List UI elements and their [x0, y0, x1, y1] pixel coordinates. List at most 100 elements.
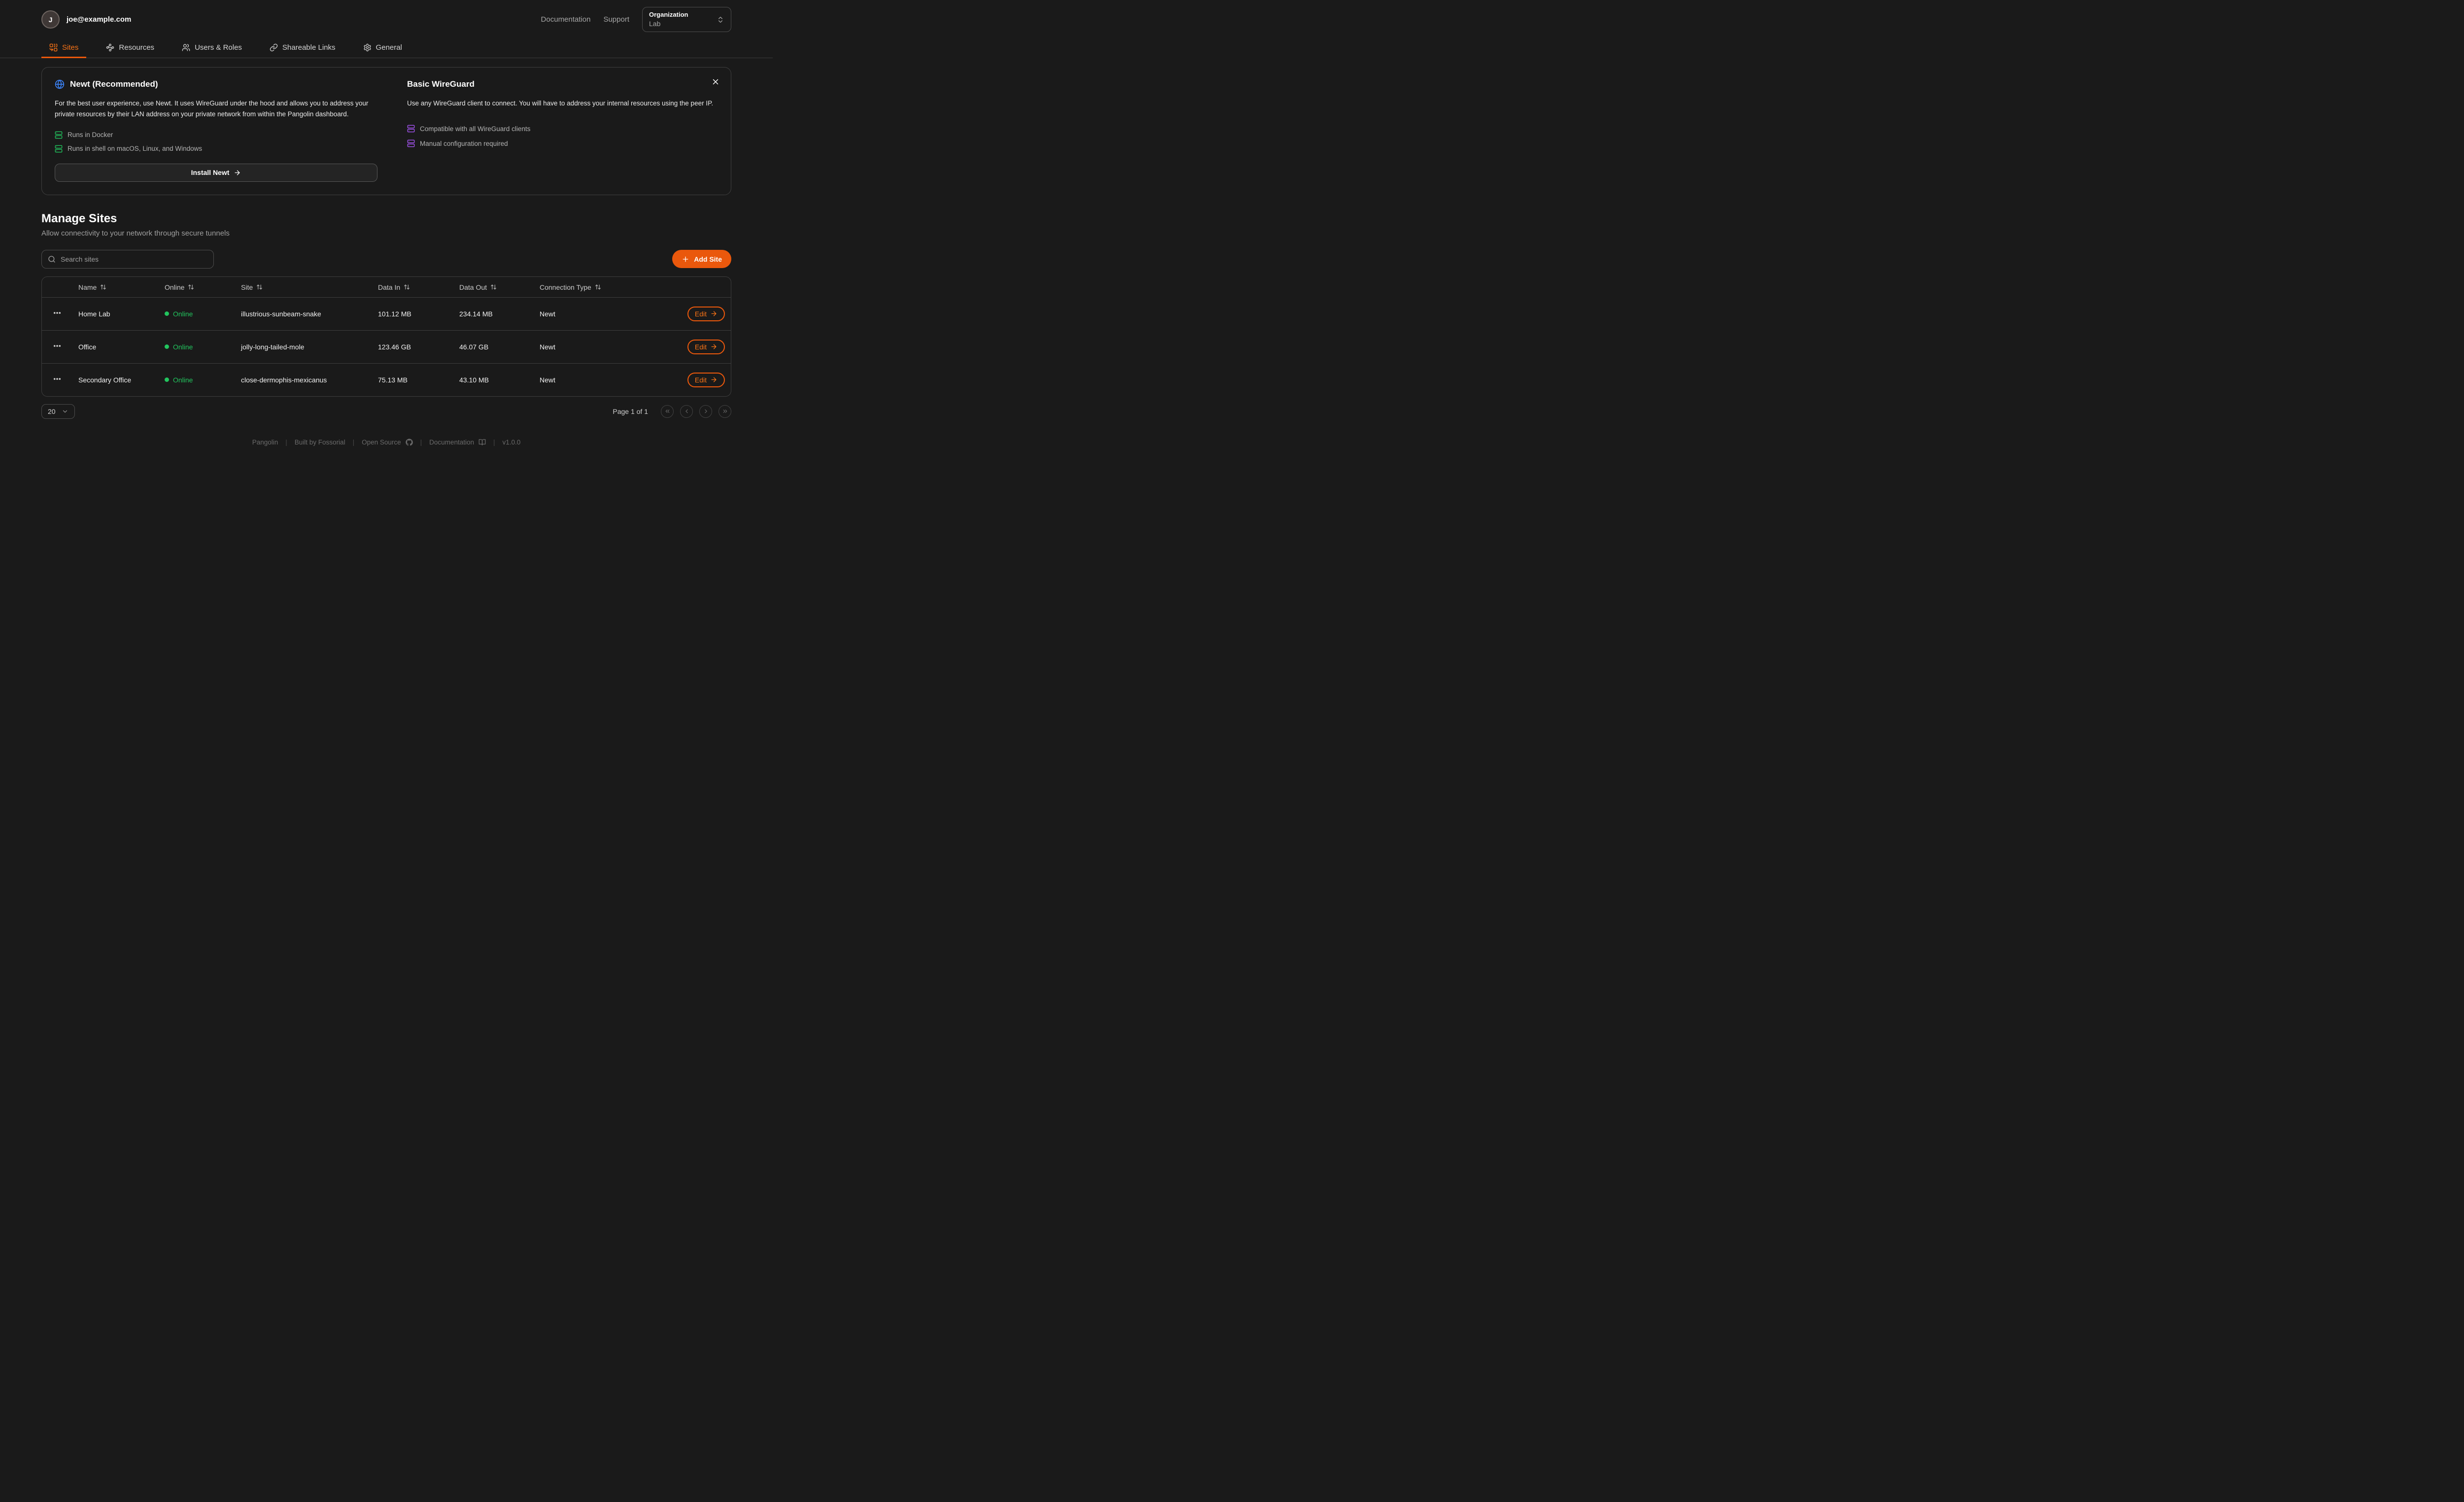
first-page-button[interactable] — [661, 405, 674, 418]
wireguard-features-list: Compatible with all WireGuard clients Man… — [407, 125, 718, 147]
column-header-data-in[interactable]: Data In — [378, 283, 410, 291]
tab-users-roles[interactable]: Users & Roles — [174, 37, 250, 58]
page-subtitle: Allow connectivity to your network throu… — [41, 229, 230, 238]
feature-item: Runs in shell on macOS, Linux, and Windo… — [55, 145, 377, 153]
top-header: J joe@example.com Documentation Support … — [41, 0, 731, 37]
arrow-right-icon — [710, 376, 718, 383]
newt-title-row: Newt (Recommended) — [55, 79, 377, 89]
close-icon — [711, 77, 720, 86]
sites-toolbar: Add Site — [41, 249, 731, 269]
page-title: Manage Sites — [41, 211, 117, 225]
column-header-site[interactable]: Site — [241, 283, 263, 291]
column-header-name[interactable]: Name — [78, 283, 106, 291]
column-header-data-out[interactable]: Data Out — [459, 283, 497, 291]
page-size-select[interactable]: 20 — [41, 404, 75, 419]
row-actions-button[interactable] — [53, 375, 62, 383]
add-site-label: Add Site — [694, 255, 722, 263]
search-box — [41, 249, 214, 269]
chevron-down-icon — [62, 408, 68, 415]
online-status-cell: Online — [159, 330, 235, 364]
server-icon — [407, 139, 415, 147]
column-header-connection-type[interactable]: Connection Type — [540, 283, 601, 291]
tab-general[interactable]: General — [355, 37, 410, 58]
chevron-right-icon — [703, 408, 709, 414]
tab-shareable-links[interactable]: Shareable Links — [262, 37, 343, 58]
documentation-link[interactable]: Documentation — [541, 15, 591, 24]
newt-method-column: Newt (Recommended) For the best user exp… — [55, 79, 377, 182]
data-out-cell: 46.07 GB — [453, 330, 534, 364]
page-size-value: 20 — [48, 407, 56, 415]
row-actions-button[interactable] — [53, 308, 62, 317]
organization-picker-value: Lab — [649, 19, 661, 28]
footer-built-by: Built by Fossorial — [294, 439, 345, 446]
data-out-cell: 234.14 MB — [453, 297, 534, 331]
sort-icon — [404, 284, 410, 290]
last-page-button[interactable] — [719, 405, 731, 418]
site-id-cell: close-dermophis-mexicanus — [241, 376, 327, 384]
arrow-right-icon — [234, 169, 241, 176]
table-row: Office Online jolly-long-tailed-mole 123.46… — [42, 330, 731, 364]
chevron-left-icon — [684, 408, 690, 414]
add-site-button[interactable]: Add Site — [672, 250, 731, 269]
online-status-label: Online — [173, 309, 193, 318]
server-icon — [407, 125, 415, 133]
organization-picker-label: Organization — [649, 11, 688, 18]
edit-site-button[interactable]: Edit — [687, 339, 725, 354]
site-id-cell: illustrious-sunbeam-snake — [235, 297, 372, 331]
users-icon — [182, 43, 190, 52]
data-in-cell: 123.46 GB — [372, 330, 453, 364]
table-row: Secondary Office Online close-dermophis-me… — [42, 363, 731, 396]
sort-icon — [188, 284, 194, 290]
ellipsis-icon — [53, 308, 62, 317]
actions-column-header — [42, 276, 72, 298]
online-status-dot — [165, 344, 169, 349]
chevrons-up-down-icon — [717, 16, 724, 24]
install-newt-label: Install Newt — [191, 169, 230, 177]
newt-description: For the best user experience, use Newt. … — [55, 100, 369, 118]
server-icon — [55, 145, 63, 153]
arrow-right-icon — [710, 343, 718, 350]
tab-sites[interactable]: Sites — [41, 37, 87, 59]
connection-type-cell: Newt — [534, 297, 677, 331]
online-status-cell: Online — [159, 363, 235, 396]
chevrons-left-icon — [664, 408, 671, 414]
wireguard-description: Use any WireGuard client to connect. You… — [407, 100, 714, 107]
edit-site-button[interactable]: Edit — [687, 372, 725, 387]
table-row: Home Lab Online illustrious-sunbeam-snake 1… — [42, 297, 731, 331]
site-name-cell: Office — [72, 330, 159, 364]
site-id-cell: jolly-long-tailed-mole — [235, 330, 372, 364]
organization-picker[interactable]: Organization Lab — [642, 7, 731, 33]
edit-column-header — [677, 276, 731, 298]
tabs-nav: Sites Resources Users & Roles Shareable Lin… — [41, 37, 731, 59]
feature-item: Manual configuration required — [407, 139, 718, 147]
next-page-button[interactable] — [699, 405, 712, 418]
install-newt-button[interactable]: Install Newt — [55, 163, 377, 182]
column-header-online[interactable]: Online — [165, 283, 194, 291]
footer-open-source-link[interactable]: Open Source — [362, 439, 413, 446]
online-status-label: Online — [173, 376, 193, 384]
globe-icon — [55, 79, 65, 89]
waypoints-icon — [106, 43, 114, 52]
user-email: joe@example.com — [67, 15, 132, 24]
data-out-cell: 43.10 MB — [459, 376, 489, 384]
search-icon — [48, 255, 56, 263]
search-input[interactable] — [61, 255, 207, 263]
row-actions-button[interactable] — [53, 341, 62, 350]
wireguard-title: Basic WireGuard — [407, 79, 475, 89]
sites-table: Name Online Site Data In Data Out Connec… — [41, 276, 731, 397]
wireguard-method-column: Basic WireGuard Use any WireGuard client… — [407, 79, 718, 182]
sites-table-body: Home Lab Online illustrious-sunbeam-snake 1… — [42, 297, 731, 396]
footer-brand: Pangolin — [252, 439, 278, 446]
support-link[interactable]: Support — [603, 15, 629, 24]
tab-resources[interactable]: Resources — [98, 37, 162, 58]
close-card-button[interactable] — [709, 75, 722, 88]
avatar[interactable]: J — [41, 10, 60, 29]
edit-site-button[interactable]: Edit — [687, 306, 725, 321]
user-info: J joe@example.com — [41, 10, 131, 29]
link-icon — [270, 43, 278, 52]
footer-documentation-link[interactable]: Documentation — [429, 439, 486, 446]
feature-item: Compatible with all WireGuard clients — [407, 125, 718, 133]
combine-icon — [49, 43, 58, 52]
table-header-row: Name Online Site Data In Data Out Connec… — [42, 276, 731, 298]
previous-page-button[interactable] — [680, 405, 693, 418]
